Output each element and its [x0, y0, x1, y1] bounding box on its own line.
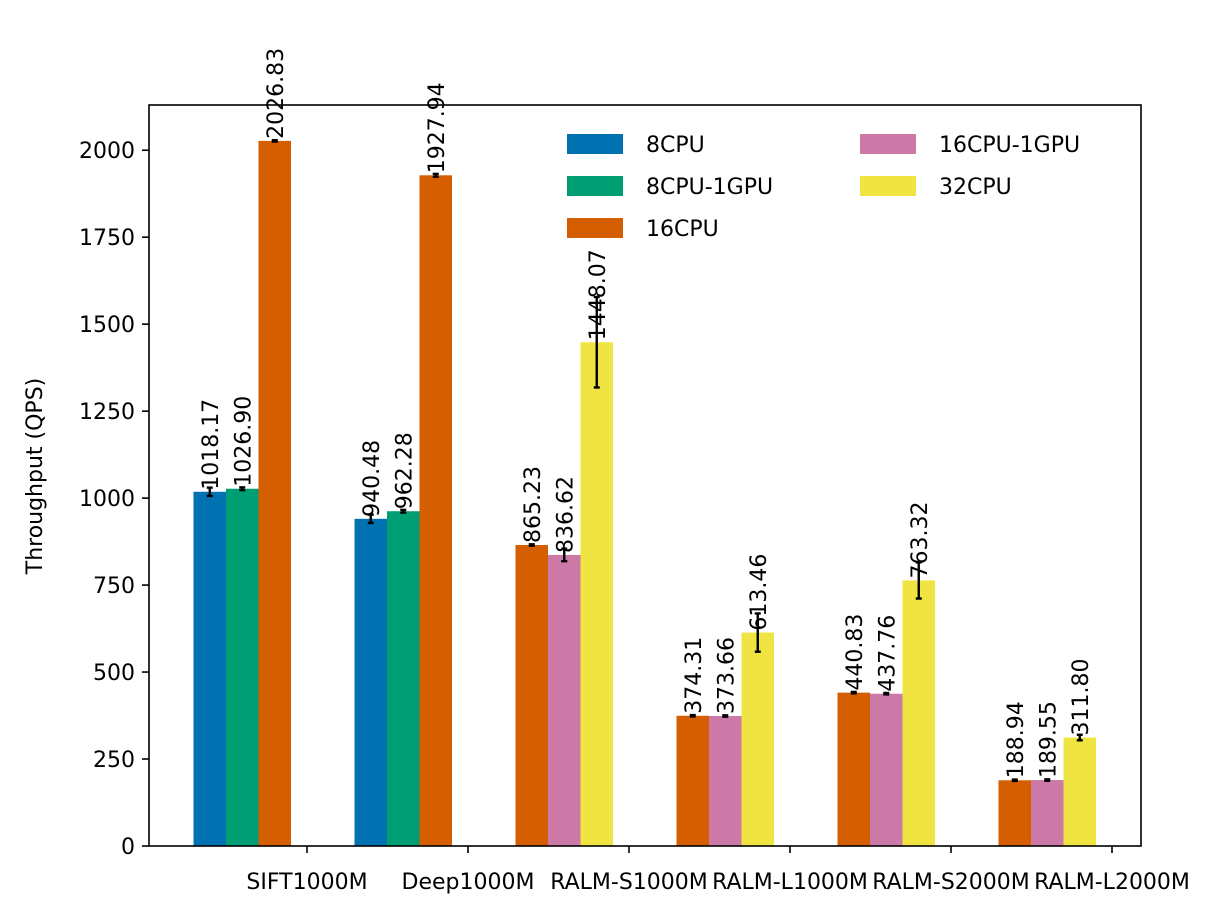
bar-8cpu-sift1000m — [193, 491, 226, 846]
error-bar — [528, 543, 535, 547]
legend-swatch — [567, 176, 623, 196]
data-labels-layer: 1018.17 1026.90 2026.83 940.48 962.28 1927.94… — [199, 48, 1094, 778]
data-label: 440.83 — [843, 614, 868, 691]
legend-label: 16CPU — [646, 217, 719, 242]
y-tick-label: 1250 — [79, 400, 135, 425]
data-label: 2026.83 — [264, 48, 289, 139]
data-label: 1018.17 — [199, 399, 224, 490]
legend-swatch — [567, 218, 623, 238]
y-tick-label: 1000 — [79, 487, 135, 512]
x-axis: SIFT1000M Deep1000M RALM-S1000M RALM-L1000M… — [246, 846, 1190, 895]
data-label: 962.28 — [392, 432, 417, 509]
y-tick-label: 2000 — [79, 139, 135, 164]
data-label: 763.32 — [908, 501, 933, 578]
plot-area-frame — [148, 104, 1142, 847]
x-tick-label: RALM-S2000M — [872, 870, 1030, 895]
data-label: 188.94 — [1004, 701, 1029, 778]
data-label: 189.55 — [1036, 701, 1061, 778]
bar-16cpu-sift1000m — [258, 140, 291, 846]
bar-32cpu-ralm-s1000m — [580, 342, 613, 846]
x-tick-label: RALM-L2000M — [1034, 870, 1190, 895]
bar-16cpu-ralm-l1000m — [676, 715, 709, 846]
legend-label: 8CPU — [646, 133, 705, 158]
y-tick-label: 0 — [121, 835, 135, 860]
legend: 8CPU 8CPU-1GPU 16CPU 16CPU-1GPU 32CPU — [567, 133, 1080, 242]
error-bar — [1076, 733, 1083, 742]
legend-label: 8CPU-1GPU — [646, 175, 773, 200]
bar-16cpu-ralm-l2000m — [998, 780, 1031, 846]
data-label: 613.46 — [747, 554, 772, 631]
error-bar — [432, 172, 439, 178]
error-bar — [367, 513, 374, 525]
legend-item-32cpu: 32CPU — [860, 175, 1012, 200]
data-label: 1026.90 — [231, 396, 256, 487]
x-tick-label: Deep1000M — [402, 870, 535, 895]
error-bar — [722, 714, 729, 718]
legend-label: 16CPU-1GPU — [939, 133, 1080, 158]
error-bar — [206, 486, 213, 498]
y-tick-label: 1750 — [79, 226, 135, 251]
data-label: 940.48 — [360, 440, 385, 517]
error-bar — [1044, 778, 1051, 782]
data-label: 311.80 — [1069, 659, 1094, 736]
error-bar — [400, 508, 407, 514]
bar-16cpu-ralm-s1000m — [515, 544, 548, 846]
x-tick-label: RALM-S1000M — [550, 870, 708, 895]
data-label: 1927.94 — [425, 82, 450, 173]
bar-8cpu-deep1000m — [354, 518, 387, 846]
legend-item-16cpu: 16CPU — [567, 217, 719, 242]
error-bar — [689, 713, 696, 718]
legend-item-16cpu-1gpu: 16CPU-1GPU — [860, 133, 1080, 158]
data-label: 1448.07 — [586, 249, 611, 340]
bar-16cpu-ralm-s2000m — [837, 692, 870, 846]
data-label: 836.62 — [553, 476, 578, 553]
data-label: 437.76 — [875, 615, 900, 692]
bar-32cpu-ralm-l2000m — [1063, 737, 1096, 846]
legend-swatch — [860, 176, 916, 196]
bar-32cpu-ralm-l1000m — [741, 632, 774, 846]
bar-16cpu-1gpu-ralm-s1000m — [548, 554, 581, 846]
legend-swatch — [567, 134, 623, 154]
y-tick-label: 500 — [93, 661, 135, 686]
error-bar — [754, 612, 761, 653]
bar-16cpu-1gpu-ralm-l2000m — [1031, 780, 1064, 846]
y-tick-label: 750 — [93, 574, 135, 599]
error-bar — [850, 690, 857, 695]
legend-item-8cpu: 8CPU — [567, 133, 705, 158]
bars-layer — [193, 140, 1096, 846]
bar-16cpu-1gpu-ralm-s2000m — [870, 693, 903, 846]
error-bar — [883, 691, 890, 696]
legend-swatch — [860, 134, 916, 154]
error-bar — [239, 486, 246, 492]
y-axis-title: Throughput (QPS) — [23, 378, 48, 576]
y-tick-label: 1500 — [79, 313, 135, 338]
error-bars-layer — [206, 138, 1083, 783]
data-label: 373.66 — [714, 637, 739, 714]
x-tick-label: SIFT1000M — [246, 870, 367, 895]
error-bar — [593, 295, 600, 389]
error-bar — [561, 547, 568, 563]
y-tick-label: 250 — [93, 748, 135, 773]
bar-16cpu-1gpu-ralm-l1000m — [709, 716, 742, 846]
y-axis: 0 250 500 750 1000 1250 1500 1750 2000 — [79, 139, 149, 860]
bar-32cpu-ralm-s2000m — [902, 580, 935, 846]
error-bar — [915, 561, 922, 600]
data-label: 374.31 — [682, 637, 707, 714]
error-bar — [271, 138, 278, 143]
data-label: 865.23 — [521, 466, 546, 543]
legend-label: 32CPU — [939, 175, 1012, 200]
bar-16cpu-deep1000m — [419, 175, 452, 846]
error-bar — [1011, 778, 1018, 783]
legend-item-8cpu-1gpu: 8CPU-1GPU — [567, 175, 773, 200]
bar-8cpu-1gpu-sift1000m — [226, 488, 259, 846]
x-tick-label: RALM-L1000M — [712, 870, 868, 895]
bar-8cpu-1gpu-deep1000m — [387, 511, 420, 846]
